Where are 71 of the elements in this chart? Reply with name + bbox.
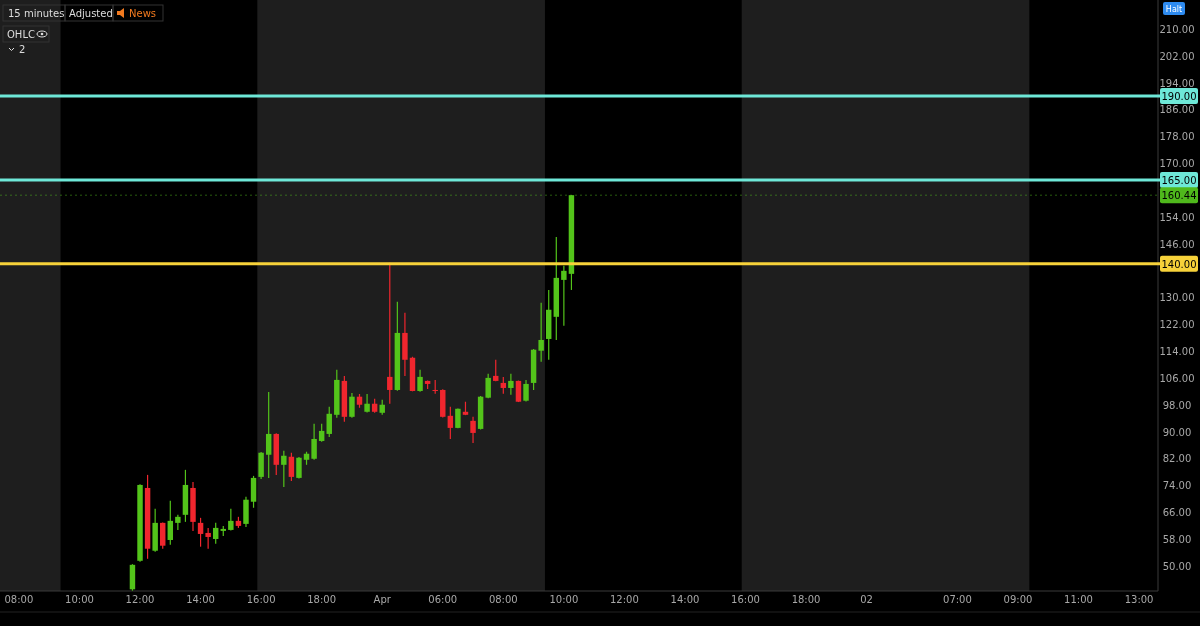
candlestick — [197, 517, 204, 548]
y-tick-label: 154.00 — [1159, 211, 1195, 223]
candlestick — [212, 522, 219, 545]
candlestick — [349, 392, 355, 419]
x-tick-label: 12:00 — [610, 594, 639, 605]
x-tick-label: 18:00 — [791, 594, 821, 605]
ref-line-label: 160.44 — [1161, 190, 1197, 202]
y-tick-label: 90.00 — [1162, 426, 1192, 438]
candlestick — [485, 373, 491, 399]
candlestick — [417, 369, 423, 393]
x-tick-label: 06:00 — [428, 594, 458, 605]
candlestick — [387, 262, 393, 405]
candlestick — [288, 452, 295, 482]
y-tick-label: 106.00 — [1159, 372, 1195, 384]
candlestick — [281, 450, 287, 488]
candlestick — [228, 508, 234, 532]
y-tick-label: 210.00 — [1159, 23, 1195, 35]
candlestick — [167, 500, 174, 546]
x-tick-label: Apr — [373, 594, 392, 605]
x-tick-label: 14:00 — [670, 594, 700, 605]
x-tick-label: 18:00 — [307, 594, 337, 605]
y-tick-label: 50.00 — [1162, 560, 1192, 572]
candlestick — [538, 302, 544, 363]
x-tick-label: 11:00 — [1064, 594, 1093, 605]
annotation: News — [129, 8, 157, 19]
x-tick-label: 16:00 — [246, 594, 276, 605]
candlestick — [326, 406, 332, 438]
y-tick-label: 186.00 — [1159, 104, 1195, 116]
x-tick-label: 14:00 — [186, 594, 215, 605]
annotation: 2 — [19, 44, 26, 55]
halt-badge: Halt — [1163, 2, 1185, 15]
y-tick-label: 202.00 — [1159, 50, 1195, 62]
y-tick-label: 82.00 — [1162, 453, 1192, 465]
x-tick-label: 08:00 — [488, 594, 518, 605]
candlestick — [447, 406, 454, 440]
candlestick — [296, 456, 302, 480]
candlestick — [160, 521, 166, 550]
y-tick-label: 98.00 — [1162, 399, 1192, 411]
ref-line-label: 140.00 — [1161, 258, 1197, 270]
x-tick-label: 08:00 — [4, 594, 34, 605]
candlestick — [470, 416, 476, 444]
annotation: Adjusted — [69, 8, 113, 19]
candlestick — [508, 373, 514, 396]
y-tick-label: 114.00 — [1159, 346, 1195, 358]
y-tick-label: 58.00 — [1162, 533, 1192, 545]
x-tick-label: 10:00 — [549, 594, 579, 605]
x-tick-label: 09:00 — [1003, 594, 1033, 605]
x-tick-label: 13:00 — [1124, 594, 1154, 605]
x-tick-label: 02 — [860, 594, 873, 605]
candlestick — [311, 423, 317, 461]
x-tick-label: 12:00 — [125, 594, 155, 605]
y-tick-label: 194.00 — [1159, 77, 1195, 89]
candlestick — [250, 475, 257, 509]
y-tick-label: 170.00 — [1159, 158, 1195, 170]
y-tick-label: 74.00 — [1162, 480, 1192, 492]
x-tick-label: 10:00 — [65, 594, 94, 605]
y-tick-label: 66.00 — [1162, 507, 1192, 519]
x-tick-label: 07:00 — [943, 594, 972, 605]
ref-line-label: 190.00 — [1161, 90, 1197, 102]
annotation: 15 minutes — [8, 8, 65, 19]
y-tick-label: 122.00 — [1159, 319, 1195, 331]
x-tick-label: 16:00 — [731, 594, 760, 605]
ref-line-label: 165.00 — [1161, 174, 1197, 186]
candlestick — [175, 514, 181, 531]
candlestick — [561, 265, 567, 327]
annotation: OHLC — [7, 29, 35, 40]
candlestick — [265, 391, 272, 479]
y-tick-label: 146.00 — [1159, 238, 1195, 250]
y-tick-label: 178.00 — [1159, 131, 1195, 143]
candlestick — [205, 527, 211, 550]
y-tick-label: 130.00 — [1159, 292, 1195, 304]
